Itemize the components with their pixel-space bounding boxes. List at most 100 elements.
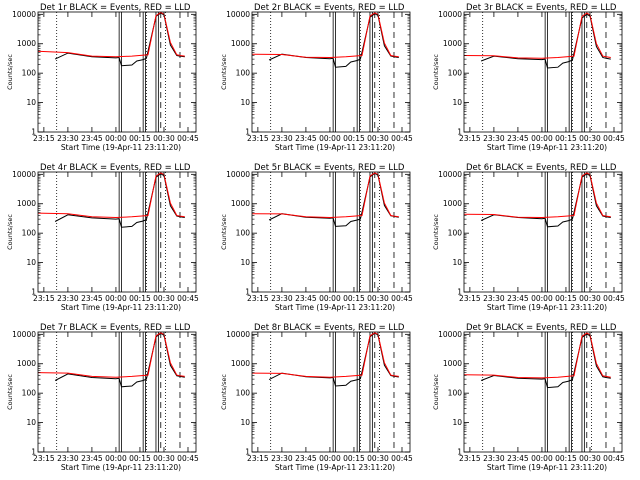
lld-series-line bbox=[38, 172, 185, 219]
y-tick-label: 100 bbox=[22, 229, 37, 238]
x-tick-label: 00:15 bbox=[555, 134, 577, 143]
x-tick-label: 23:45 bbox=[295, 134, 317, 143]
lld-series-line bbox=[464, 172, 611, 219]
x-tick-label: 23:15 bbox=[33, 454, 55, 463]
y-tick-label: 1 bbox=[31, 288, 36, 297]
plot-area bbox=[252, 172, 399, 292]
y-axis-label: Counts/sec bbox=[220, 54, 228, 90]
x-tick-label: 23:15 bbox=[33, 134, 55, 143]
x-tick-label: 00:45 bbox=[391, 454, 413, 463]
x-tick-label: 00:15 bbox=[343, 294, 365, 303]
y-tick-label: 10000 bbox=[226, 10, 250, 19]
x-tick-label: 23:15 bbox=[247, 134, 269, 143]
x-axis-label: Start Time (19-Apr-11 23:11:20) bbox=[487, 143, 607, 152]
panel-title: Det 2r BLACK = Events, RED = LLD bbox=[254, 3, 405, 13]
y-tick-label: 10000 bbox=[438, 170, 462, 179]
y-tick-label: 1000 bbox=[231, 39, 250, 48]
x-tick-label: 00:45 bbox=[603, 134, 625, 143]
x-tick-label: 00:15 bbox=[129, 294, 151, 303]
y-tick-label: 1000 bbox=[231, 199, 250, 208]
y-tick-label: 100 bbox=[236, 69, 251, 78]
y-tick-label: 100 bbox=[22, 69, 37, 78]
lld-series-line bbox=[38, 12, 185, 58]
y-tick-label: 1000 bbox=[17, 39, 36, 48]
y-tick-label: 10 bbox=[26, 258, 36, 267]
panel-title: Det 7r BLACK = Events, RED = LLD bbox=[40, 323, 191, 333]
x-tick-label: 00:15 bbox=[129, 454, 151, 463]
events-series-line bbox=[480, 333, 611, 389]
x-tick-label: 00:30 bbox=[153, 294, 175, 303]
x-tick-label: 23:15 bbox=[459, 294, 481, 303]
lld-series-line bbox=[252, 12, 399, 59]
x-tick-label: 00:45 bbox=[177, 134, 199, 143]
y-tick-label: 10000 bbox=[226, 170, 250, 179]
lld-series-line bbox=[464, 12, 611, 59]
axes-frame bbox=[37, 331, 197, 453]
x-tick-label: 23:30 bbox=[57, 134, 79, 143]
events-series-line bbox=[268, 172, 399, 227]
y-tick-label: 10000 bbox=[226, 330, 250, 339]
y-axis-label: Counts/sec bbox=[6, 374, 14, 410]
x-axis-label: Start Time (19-Apr-11 23:11:20) bbox=[275, 303, 395, 312]
y-tick-label: 1000 bbox=[443, 39, 462, 48]
x-tick-label: 23:15 bbox=[33, 294, 55, 303]
y-tick-label: 1 bbox=[457, 288, 462, 297]
y-tick-label: 1000 bbox=[443, 199, 462, 208]
y-tick-label: 100 bbox=[448, 229, 463, 238]
events-series-line bbox=[268, 332, 399, 387]
lld-series-line bbox=[38, 332, 185, 378]
x-tick-label: 23:30 bbox=[483, 134, 505, 143]
y-tick-label: 100 bbox=[236, 389, 251, 398]
x-tick-label: 23:30 bbox=[271, 134, 293, 143]
y-tick-label: 1000 bbox=[17, 199, 36, 208]
axes-frame bbox=[251, 11, 411, 133]
x-tick-label: 23:45 bbox=[507, 134, 529, 143]
y-tick-label: 1 bbox=[31, 448, 36, 457]
y-tick-label: 1000 bbox=[231, 359, 250, 368]
x-tick-label: 00:30 bbox=[153, 454, 175, 463]
panel-det-9r: Det 9r BLACK = Events, RED = LLD 1 10 100 10… bbox=[432, 323, 625, 472]
x-tick-label: 00:00 bbox=[319, 454, 341, 463]
y-tick-label: 1 bbox=[245, 128, 250, 137]
y-tick-label: 10000 bbox=[438, 10, 462, 19]
x-axis-label: Start Time (19-Apr-11 23:11:20) bbox=[275, 463, 395, 472]
axes-frame bbox=[251, 331, 411, 453]
lld-series-line bbox=[252, 172, 399, 219]
x-axis-label: Start Time (19-Apr-11 23:11:20) bbox=[61, 463, 181, 472]
y-tick-label: 10000 bbox=[12, 170, 36, 179]
events-series-line bbox=[480, 173, 611, 228]
x-tick-label: 23:45 bbox=[81, 454, 103, 463]
y-tick-label: 1 bbox=[245, 448, 250, 457]
x-tick-label: 23:30 bbox=[57, 454, 79, 463]
panel-det-5r: Det 5r BLACK = Events, RED = LLD 1 10 100 10… bbox=[220, 163, 413, 312]
x-tick-label: 23:45 bbox=[507, 454, 529, 463]
plot-area bbox=[38, 332, 185, 452]
panel-det-1r: Det 1r BLACK = Events, RED = LLD 1 10 100 10… bbox=[6, 3, 199, 152]
x-tick-label: 23:45 bbox=[81, 294, 103, 303]
x-tick-label: 00:00 bbox=[531, 294, 553, 303]
y-axis-label: Counts/sec bbox=[6, 54, 14, 90]
x-tick-label: 00:30 bbox=[367, 134, 389, 143]
x-tick-label: 23:45 bbox=[295, 294, 317, 303]
y-tick-label: 100 bbox=[236, 229, 251, 238]
lld-series-line bbox=[252, 332, 399, 378]
x-tick-label: 23:45 bbox=[295, 454, 317, 463]
y-axis-label: Counts/sec bbox=[220, 214, 228, 250]
panel-title: Det 1r BLACK = Events, RED = LLD bbox=[40, 3, 191, 13]
x-tick-label: 00:15 bbox=[343, 134, 365, 143]
x-tick-label: 00:30 bbox=[579, 294, 601, 303]
y-tick-label: 10 bbox=[452, 418, 462, 427]
y-tick-label: 1 bbox=[457, 448, 462, 457]
x-tick-label: 00:00 bbox=[319, 294, 341, 303]
y-axis-label: Counts/sec bbox=[432, 374, 440, 410]
panel-title: Det 9r BLACK = Events, RED = LLD bbox=[466, 323, 617, 333]
x-tick-label: 23:30 bbox=[271, 454, 293, 463]
plot-area bbox=[464, 12, 611, 132]
y-tick-label: 10 bbox=[452, 98, 462, 107]
y-tick-label: 1000 bbox=[17, 359, 36, 368]
x-tick-label: 00:30 bbox=[367, 454, 389, 463]
x-tick-label: 00:15 bbox=[129, 134, 151, 143]
x-axis-label: Start Time (19-Apr-11 23:11:20) bbox=[275, 143, 395, 152]
panel-det-4r: Det 4r BLACK = Events, RED = LLD 1 10 100 10… bbox=[6, 163, 199, 312]
